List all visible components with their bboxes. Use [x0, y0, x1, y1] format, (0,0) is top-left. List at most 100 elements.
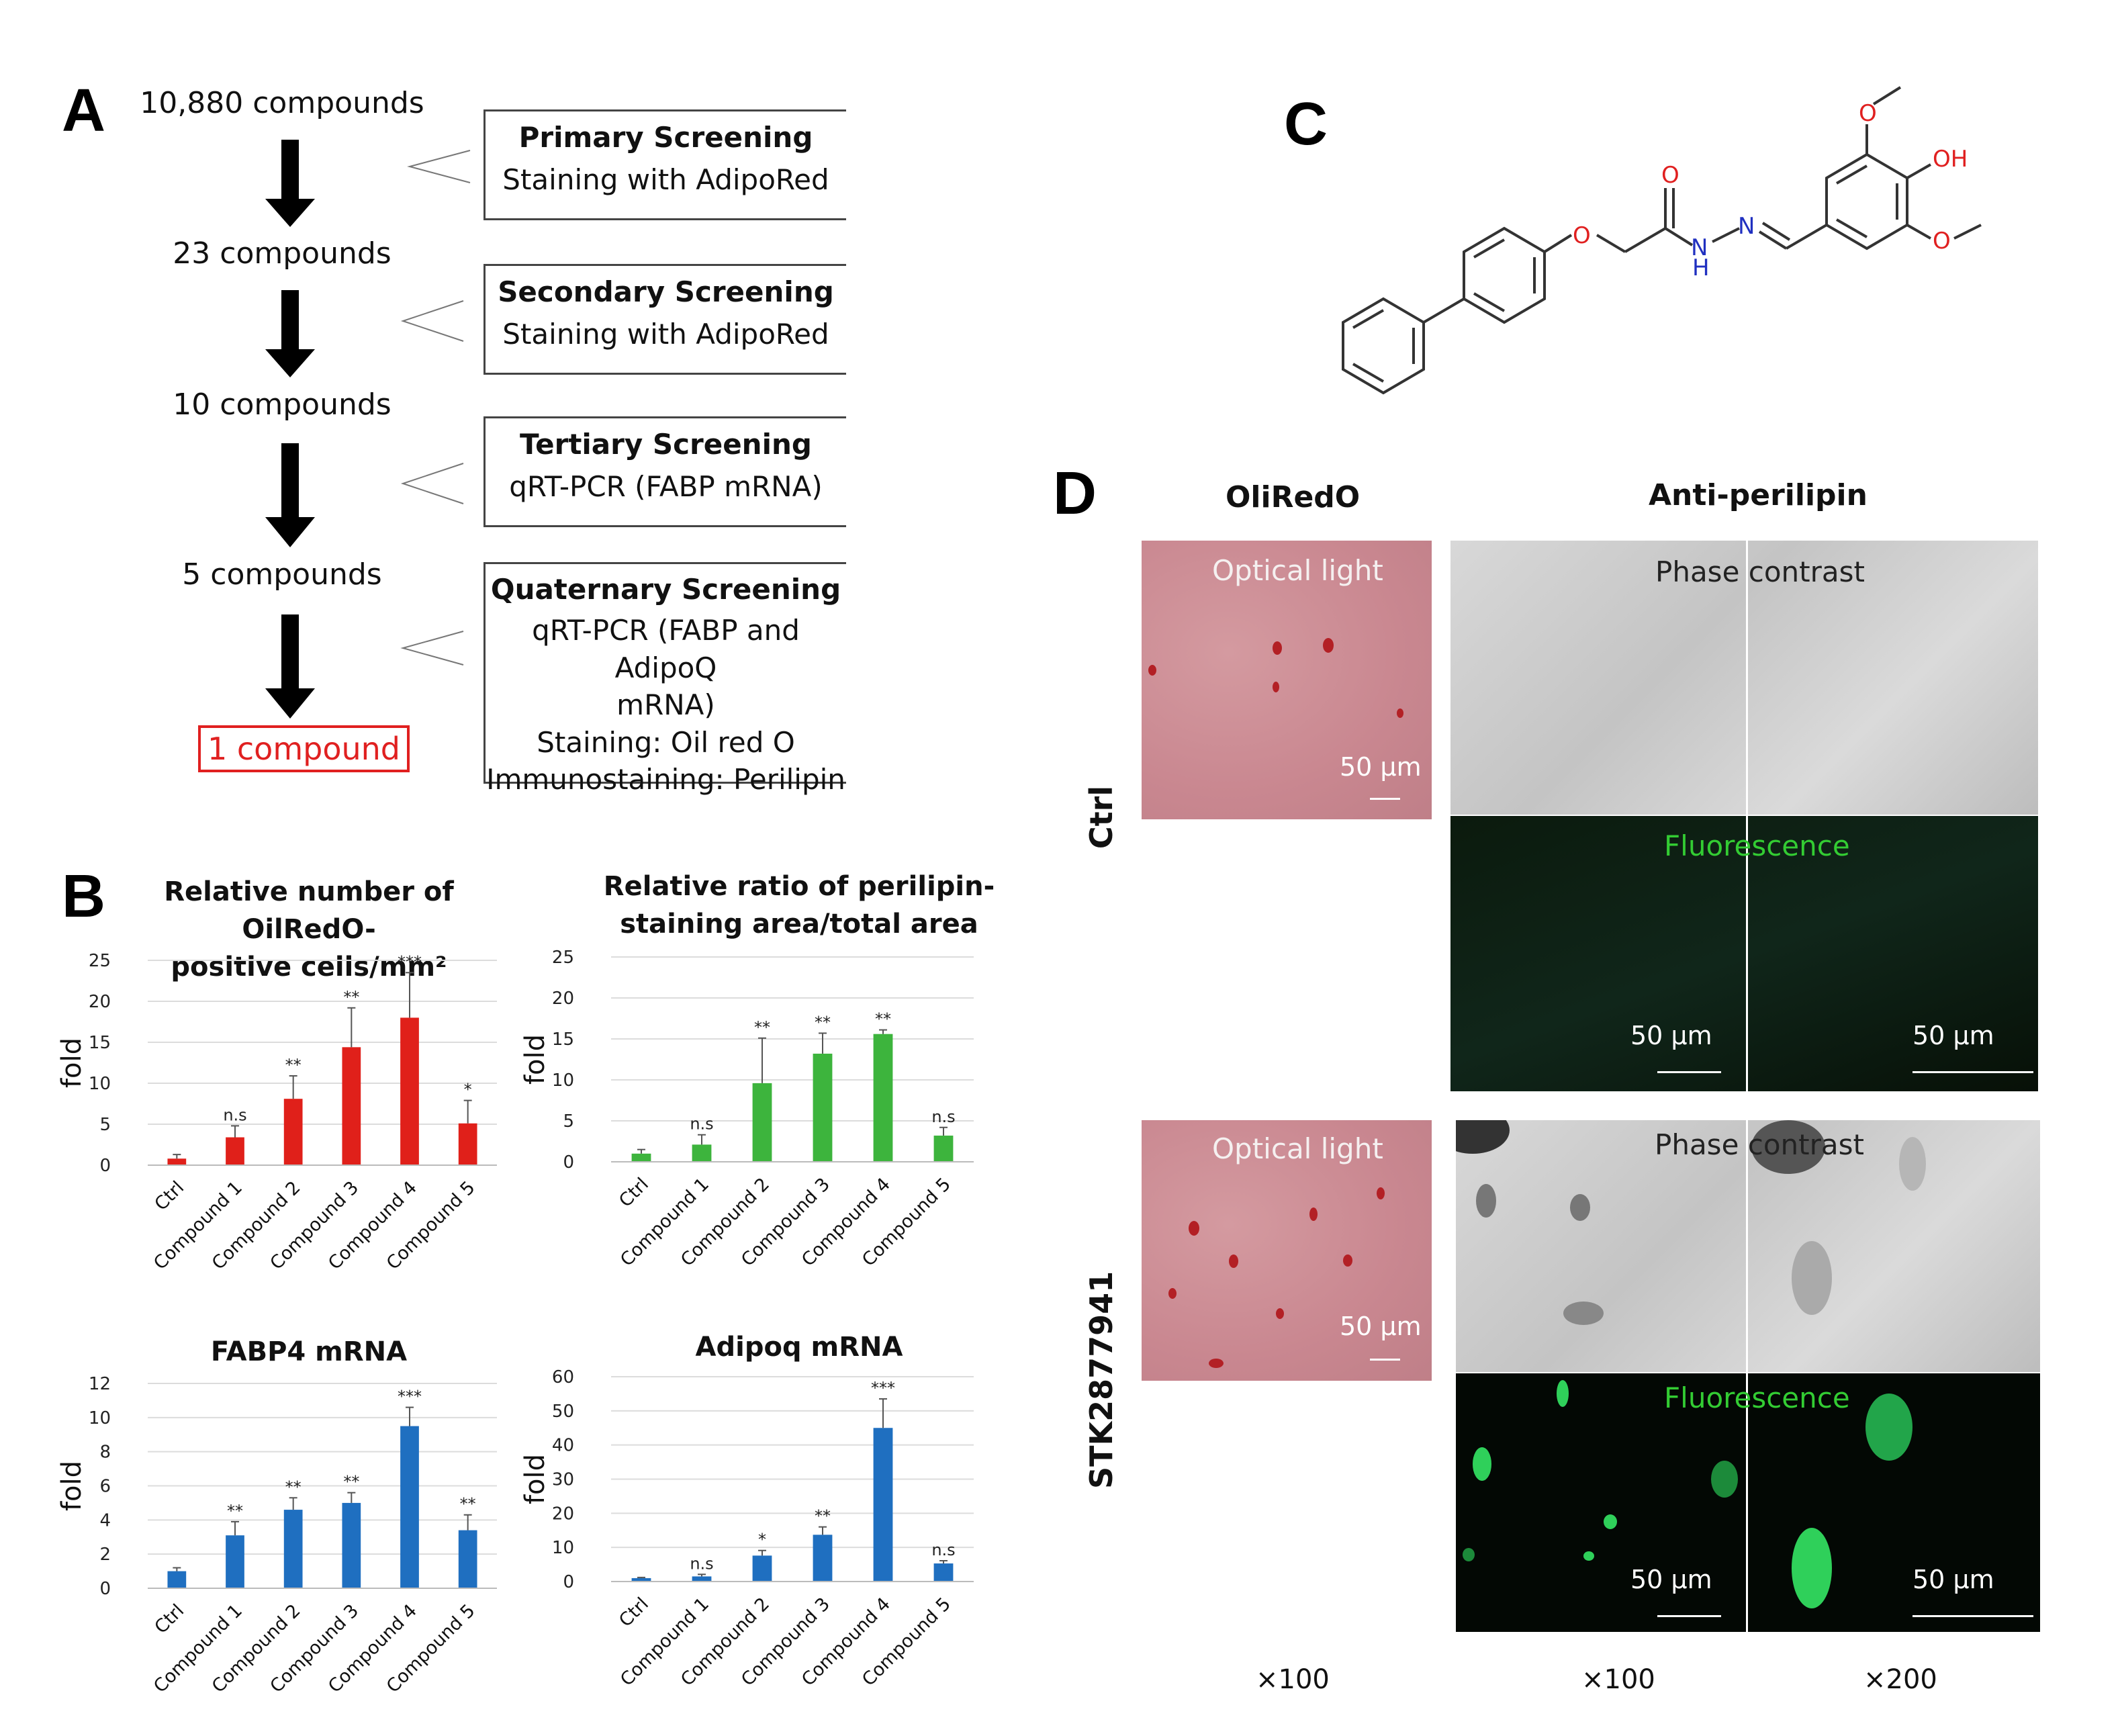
- image-caption: Fluorescence: [1664, 1381, 1850, 1414]
- significance-label: **: [343, 1473, 359, 1492]
- bar: [167, 1158, 187, 1165]
- box-line: qRT-PCR (FABP mRNA): [509, 470, 823, 503]
- significance-label: **: [460, 1495, 476, 1514]
- box-title: Quaternary Screening: [490, 573, 841, 606]
- scale-bar-label: 50 μm: [1912, 1565, 1994, 1594]
- stk-phase-image: Phase contrast: [1456, 1120, 2040, 1372]
- stk-oilredo-image: Optical light 50 μm: [1142, 1120, 1432, 1381]
- significance-label: n.s: [223, 1105, 246, 1124]
- significance-label: ***: [398, 952, 422, 971]
- y-tick-label: 4: [99, 1510, 111, 1531]
- screening-box-secondary: Secondary Screening Staining with AdipoR…: [483, 264, 846, 375]
- y-tick-label: 6: [99, 1477, 111, 1497]
- y-tick-label: 25: [89, 951, 111, 971]
- bar: [342, 1502, 361, 1588]
- y-axis-label: fold: [520, 1034, 551, 1085]
- significance-label: **: [754, 1018, 770, 1037]
- y-tick-label: 50: [552, 1402, 574, 1422]
- y-tick-label: 25: [552, 948, 574, 968]
- panel-a-letter: A: [62, 77, 105, 144]
- bar: [458, 1530, 477, 1588]
- y-tick-label: 15: [552, 1030, 574, 1050]
- count-step-4: 5 compounds: [182, 557, 382, 592]
- bar: [458, 1123, 477, 1165]
- count-step-2: 23 compounds: [173, 236, 391, 271]
- bar: [752, 1083, 772, 1162]
- y-tick-label: 0: [99, 1579, 111, 1599]
- box-line: Staining: Oil red O: [537, 725, 795, 759]
- significance-label: **: [227, 1502, 243, 1520]
- significance-label: *: [464, 1081, 472, 1099]
- panel-c-letter: C: [1284, 91, 1328, 158]
- bar: [226, 1137, 244, 1165]
- wedge-4: [400, 631, 464, 666]
- atom-h: H: [1692, 255, 1710, 281]
- scale-bar-label: 50 μm: [1630, 1021, 1712, 1050]
- chart-1-title: Relative number of OilRedO- positive cel…: [101, 873, 517, 986]
- x-tick-label: Ctrl: [615, 1174, 653, 1212]
- significance-label: n.s: [931, 1107, 955, 1126]
- atom-n: N: [1738, 213, 1755, 240]
- chart-title-line: positive cells/mm²: [171, 952, 447, 983]
- down-arrow-4: [265, 614, 315, 719]
- significance-label: **: [285, 1056, 302, 1075]
- y-tick-label: 10: [89, 1074, 111, 1094]
- y-tick-label: 0: [99, 1156, 111, 1176]
- structure-bonds: [1342, 86, 1982, 395]
- chart-title-line: Adipoq mRNA: [695, 1332, 903, 1363]
- chart-2-title: Relative ratio of perilipin- staining ar…: [591, 868, 1007, 943]
- col-header-perilipin: Anti-perilipin: [1649, 478, 1868, 512]
- y-tick-label: 5: [99, 1115, 111, 1135]
- phenyl-ring-1: [1342, 297, 1425, 395]
- screening-box-primary: Primary Screening Staining with AdipoRed: [483, 109, 846, 220]
- down-arrow-1: [265, 140, 315, 227]
- magnification-label: ×100: [1256, 1664, 1330, 1695]
- box-line: Staining with AdipoRed: [502, 163, 829, 196]
- bar: [813, 1053, 833, 1162]
- scale-bar: [1370, 798, 1400, 800]
- chemical-structure: O O N H N O OH O: [1342, 86, 1982, 395]
- y-tick-label: 60: [552, 1367, 574, 1387]
- image-caption: Fluorescence: [1664, 829, 1850, 862]
- bar: [226, 1535, 244, 1588]
- y-tick-label: 0: [563, 1152, 574, 1173]
- phenyl-ring-3: [1825, 152, 1908, 250]
- bar: [933, 1563, 954, 1582]
- atom-oh: OH: [1933, 146, 1968, 173]
- chart-3-title: FABP4 mRNA: [101, 1333, 517, 1371]
- atom-n: N: [1691, 234, 1708, 261]
- x-tick-label: Ctrl: [615, 1594, 653, 1631]
- wedge-2: [400, 300, 464, 342]
- bar: [631, 1578, 651, 1582]
- bar: [283, 1099, 303, 1165]
- y-tick-label: 0: [563, 1572, 574, 1592]
- chart-title-line: Relative ratio of perilipin-: [603, 871, 995, 902]
- significance-label: **: [285, 1477, 302, 1496]
- bar: [692, 1576, 712, 1582]
- magnification-label: ×100: [1581, 1664, 1655, 1695]
- significance-label: n.s: [931, 1541, 955, 1559]
- scale-bar: [1370, 1359, 1400, 1361]
- scale-bar: [1912, 1071, 2033, 1073]
- scale-bar: [1657, 1071, 1721, 1073]
- significance-label: ***: [871, 1379, 895, 1398]
- significance-label: **: [815, 1013, 831, 1032]
- y-tick-label: 10: [89, 1408, 111, 1428]
- phenyl-ring-2: [1463, 226, 1546, 324]
- atom-o: O: [1661, 162, 1679, 189]
- box-line: Immunostaining: Perilipin: [486, 763, 845, 796]
- y-tick-label: 5: [563, 1111, 574, 1132]
- pointer-wedges: [400, 150, 471, 666]
- bar: [167, 1571, 187, 1588]
- significance-label: **: [875, 1010, 891, 1029]
- count-step-1: 10,880 compounds: [140, 86, 424, 120]
- down-arrows: [265, 140, 315, 719]
- box-title: Secondary Screening: [498, 275, 834, 308]
- magnification-label: ×200: [1863, 1664, 1937, 1695]
- significance-label: n.s: [690, 1554, 713, 1573]
- scale-bar: [1912, 1615, 2033, 1617]
- bar: [342, 1047, 361, 1165]
- y-tick-label: 10: [552, 1070, 574, 1091]
- col-header-oilredo: OliRedO: [1226, 480, 1361, 514]
